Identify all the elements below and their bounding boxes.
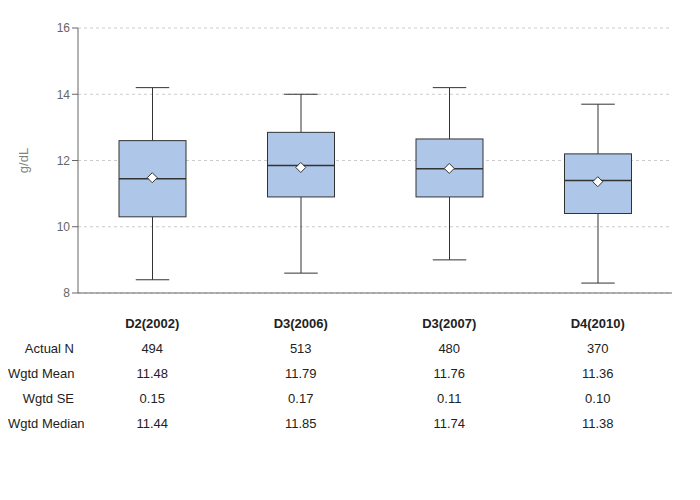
html-text:11.38: 11.38 (582, 416, 614, 431)
html-text:11.36: 11.36 (582, 366, 614, 381)
html-text:11.48: 11.48 (136, 366, 168, 381)
html-text:0.11: 0.11 (437, 391, 462, 406)
html-text:Actual N: Actual N (24, 341, 74, 356)
svg-text:16: 16 (57, 21, 71, 35)
svg-text:g/dL: g/dL (16, 148, 31, 173)
html-text:11.79: 11.79 (285, 366, 317, 381)
svg-text:10: 10 (57, 220, 71, 234)
html-text:0.17: 0.17 (288, 391, 314, 406)
html-text:Wgtd SE: Wgtd SE (22, 391, 74, 406)
html-text:11.74: 11.74 (433, 416, 465, 431)
html-text:0.15: 0.15 (139, 391, 165, 406)
html-text:494: 494 (141, 341, 164, 356)
html-text:D4(2010): D4(2010) (570, 316, 625, 331)
html-text:D2(2002): D2(2002) (125, 316, 180, 331)
html-text:0.10: 0.10 (585, 391, 611, 406)
html-text:Wgtd Mean: Wgtd Mean (8, 366, 75, 381)
html-text:D3(2007): D3(2007) (422, 316, 477, 331)
html-text:11.76: 11.76 (433, 366, 465, 381)
html-text:513: 513 (289, 341, 312, 356)
html-text:Wgtd Median: Wgtd Median (8, 416, 85, 431)
html-text:370: 370 (586, 341, 609, 356)
html-text:11.85: 11.85 (285, 416, 317, 431)
html-text:D3(2006): D3(2006) (273, 316, 328, 331)
svg-text:14: 14 (57, 88, 71, 102)
svg-text:12: 12 (57, 154, 71, 168)
html-text:480: 480 (438, 341, 461, 356)
svg-text:8: 8 (63, 286, 70, 300)
html-text:11.44: 11.44 (136, 416, 168, 431)
